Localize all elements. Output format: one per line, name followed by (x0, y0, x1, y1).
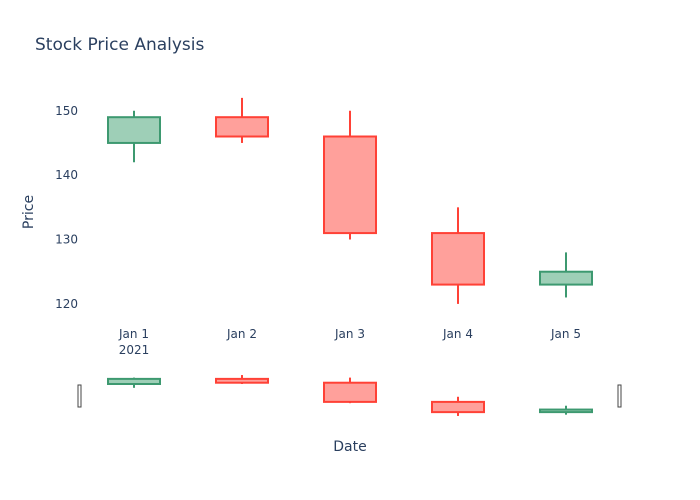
main-candle (539, 252, 593, 298)
main-candle (323, 110, 377, 240)
slider-candle-body (539, 408, 593, 414)
slider-candle-body (431, 400, 485, 414)
main-plot-candles (107, 97, 593, 304)
range-slider-candles (107, 375, 593, 416)
y-tick-label: 150 (55, 104, 78, 118)
x-tick-label: Jan 5 (550, 327, 581, 341)
slider-candle (323, 377, 377, 404)
range-slider-right-handle[interactable] (617, 384, 622, 408)
slider-candle-body (323, 381, 377, 403)
y-tick-label: 120 (55, 297, 78, 311)
main-candle-body (431, 232, 485, 286)
slider-candle (107, 377, 161, 388)
main-candle (215, 97, 269, 143)
main-candle-body (215, 116, 269, 138)
y-tick-label: 140 (55, 168, 78, 182)
slider-candle (431, 396, 485, 416)
main-candle-body (323, 135, 377, 235)
slider-candle-body (107, 377, 161, 385)
main-candle-body (539, 270, 593, 286)
slider-candle (539, 405, 593, 415)
y-axis-ticks: 120 130 140 150 (55, 104, 78, 311)
y-tick-label: 130 (55, 233, 78, 247)
range-slider-left-handle[interactable] (77, 384, 82, 408)
main-candle-body (107, 116, 161, 144)
main-candle (107, 110, 161, 163)
x-tick-label: Jan 4 (442, 327, 473, 341)
x-tick-label: Jan 2 (226, 327, 257, 341)
x-tick-label: Jan 1 (118, 327, 149, 341)
x-tick-year-label: 2021 (119, 343, 150, 357)
y-axis-title: Price (21, 195, 37, 229)
x-tick-label: Jan 3 (334, 327, 365, 341)
chart-title: Stock Price Analysis (35, 35, 205, 55)
main-candle (431, 207, 485, 304)
slider-candle-body (215, 377, 269, 384)
slider-candle (215, 375, 269, 384)
x-axis-ticks: Jan 1 Jan 2 Jan 3 Jan 4 Jan 5 2021 (118, 327, 581, 357)
x-axis-title: Date (333, 439, 366, 455)
